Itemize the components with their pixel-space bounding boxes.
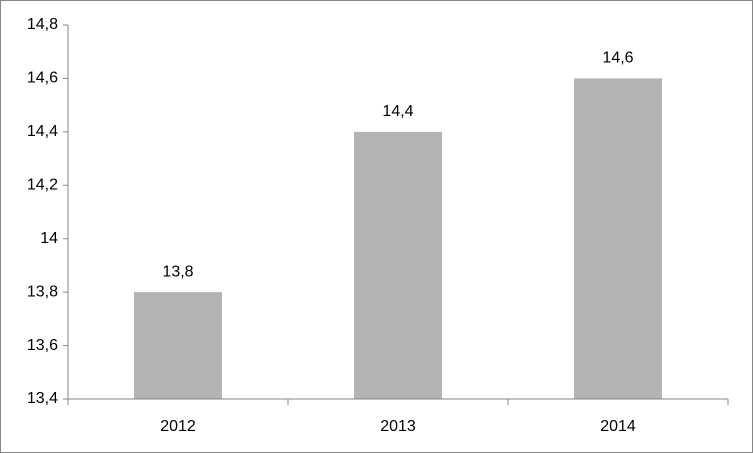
y-tick-label: 13,8 [27,283,58,300]
y-tick-label: 14,2 [27,177,58,194]
x-tick-label: 2013 [380,418,416,435]
y-tick-label: 14 [40,230,58,247]
bar [354,131,442,399]
data-label: 14,6 [602,50,633,67]
x-tick-label: 2014 [600,418,636,435]
data-label: 13,8 [162,263,193,280]
y-tick-label: 13,6 [27,337,58,354]
bar [574,78,662,399]
y-tick-label: 14,4 [27,123,58,140]
x-tick-label: 2012 [160,418,196,435]
data-label: 14,4 [382,103,413,120]
bar [134,292,222,399]
y-tick-label: 13,4 [27,390,58,407]
y-tick-label: 14,8 [27,16,58,33]
y-tick-label: 14,6 [27,70,58,87]
